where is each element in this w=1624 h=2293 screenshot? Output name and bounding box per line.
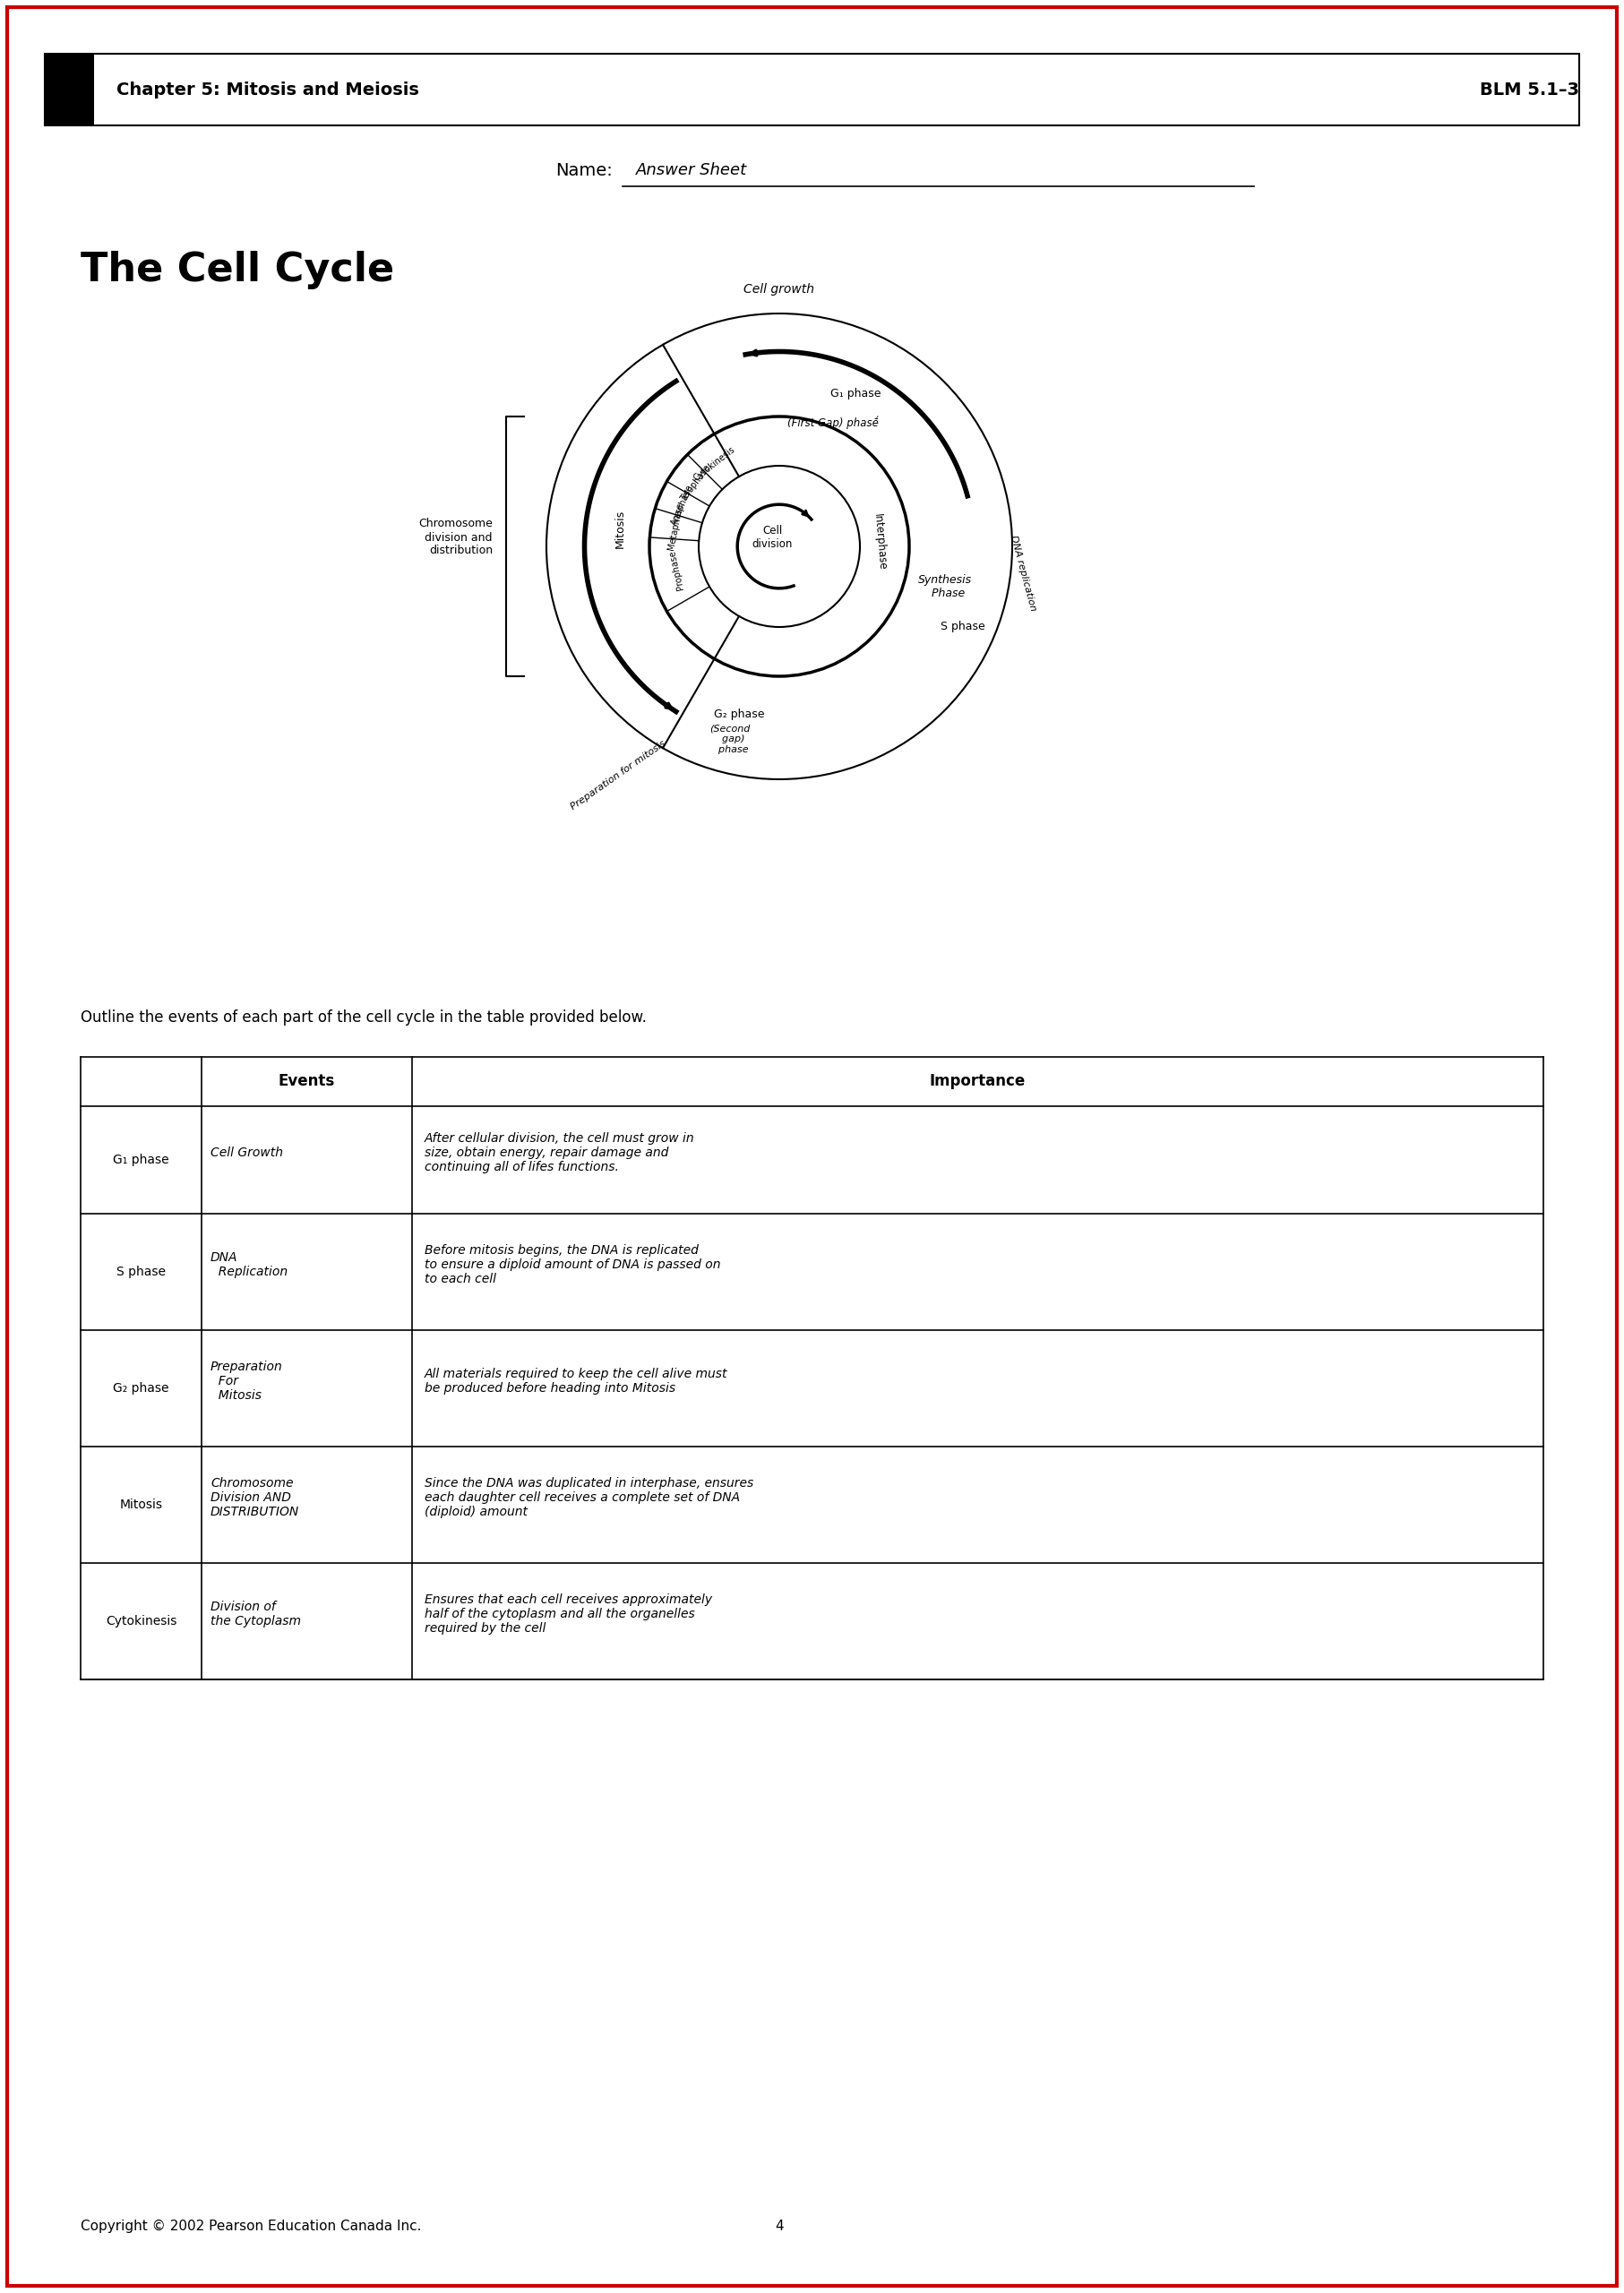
- Circle shape: [650, 417, 909, 676]
- Text: Before mitosis begins, the DNA is replicated
to ensure a diploid amount of DNA i: Before mitosis begins, the DNA is replic…: [424, 1243, 721, 1286]
- Text: G₁ phase: G₁ phase: [830, 388, 880, 399]
- Text: Preparation for mitosis: Preparation for mitosis: [568, 738, 667, 812]
- Text: Name:: Name:: [555, 163, 612, 179]
- Text: Cell growth: Cell growth: [744, 282, 815, 296]
- Text: The Cell Cycle: The Cell Cycle: [81, 250, 395, 289]
- Text: Chapter 5: Mitosis and Meiosis: Chapter 5: Mitosis and Meiosis: [117, 80, 419, 99]
- Text: Cytokinesis: Cytokinesis: [692, 445, 737, 482]
- Text: Outline the events of each part of the cell cycle in the table provided below.: Outline the events of each part of the c…: [81, 1009, 646, 1025]
- Text: Since the DNA was duplicated in interphase, ensures
each daughter cell receives : Since the DNA was duplicated in interpha…: [424, 1477, 754, 1518]
- Text: Chromosome
division and
distribution: Chromosome division and distribution: [419, 518, 492, 557]
- Text: BLM 5.1–3: BLM 5.1–3: [1479, 80, 1579, 99]
- Text: Metaphase: Metaphase: [667, 502, 685, 550]
- Text: Anaphase: Anaphase: [669, 484, 695, 527]
- Text: Ensures that each cell receives approximately
half of the cytoplasm and all the : Ensures that each cell receives approxim…: [424, 1594, 713, 1635]
- Text: Preparation
  For
  Mitosis: Preparation For Mitosis: [211, 1360, 283, 1401]
- Bar: [45, 53, 94, 126]
- Bar: [45, 53, 1579, 126]
- Text: (First Gap) phasḗ: (First Gap) phasḗ: [788, 417, 879, 429]
- Text: After cellular division, the cell must grow in
size, obtain energy, repair damag: After cellular division, the cell must g…: [424, 1133, 695, 1174]
- Text: Cell Growth: Cell Growth: [211, 1146, 283, 1158]
- Text: DNA
  Replication: DNA Replication: [211, 1252, 287, 1277]
- Text: Chromosome
Division AND
DISTRIBUTION: Chromosome Division AND DISTRIBUTION: [211, 1477, 299, 1518]
- Text: Importance: Importance: [929, 1073, 1026, 1089]
- Text: Mitosis: Mitosis: [614, 509, 625, 548]
- Text: Synthesis
  Phase: Synthesis Phase: [918, 573, 971, 598]
- Text: S phase: S phase: [940, 621, 986, 633]
- Text: All materials required to keep the cell alive must
be produced before heading in: All materials required to keep the cell …: [424, 1367, 728, 1394]
- Text: G₂ phase: G₂ phase: [713, 709, 765, 720]
- Text: Copyright © 2002 Pearson Education Canada Inc.: Copyright © 2002 Pearson Education Canad…: [81, 2220, 422, 2233]
- Text: Mitosis: Mitosis: [120, 1500, 162, 1511]
- Text: DNA replication: DNA replication: [1009, 534, 1038, 612]
- Text: Division of
the Cytoplasm: Division of the Cytoplasm: [211, 1601, 300, 1628]
- Text: Telophase: Telophase: [679, 463, 711, 502]
- Text: Answer Sheet: Answer Sheet: [637, 163, 747, 179]
- Text: Interphase: Interphase: [872, 514, 888, 571]
- Text: (Second
  gap)
  phase: (Second gap) phase: [710, 725, 750, 754]
- Text: 4: 4: [775, 2220, 784, 2233]
- Text: G₁ phase: G₁ phase: [114, 1153, 169, 1167]
- Text: Cytokinesis: Cytokinesis: [106, 1614, 177, 1628]
- Text: Prophase: Prophase: [667, 550, 685, 592]
- Text: G₂ phase: G₂ phase: [114, 1383, 169, 1394]
- Text: S phase: S phase: [117, 1266, 166, 1277]
- Text: Events: Events: [278, 1073, 335, 1089]
- Circle shape: [698, 465, 861, 626]
- Text: Cell
division: Cell division: [752, 525, 793, 550]
- Circle shape: [546, 314, 1012, 780]
